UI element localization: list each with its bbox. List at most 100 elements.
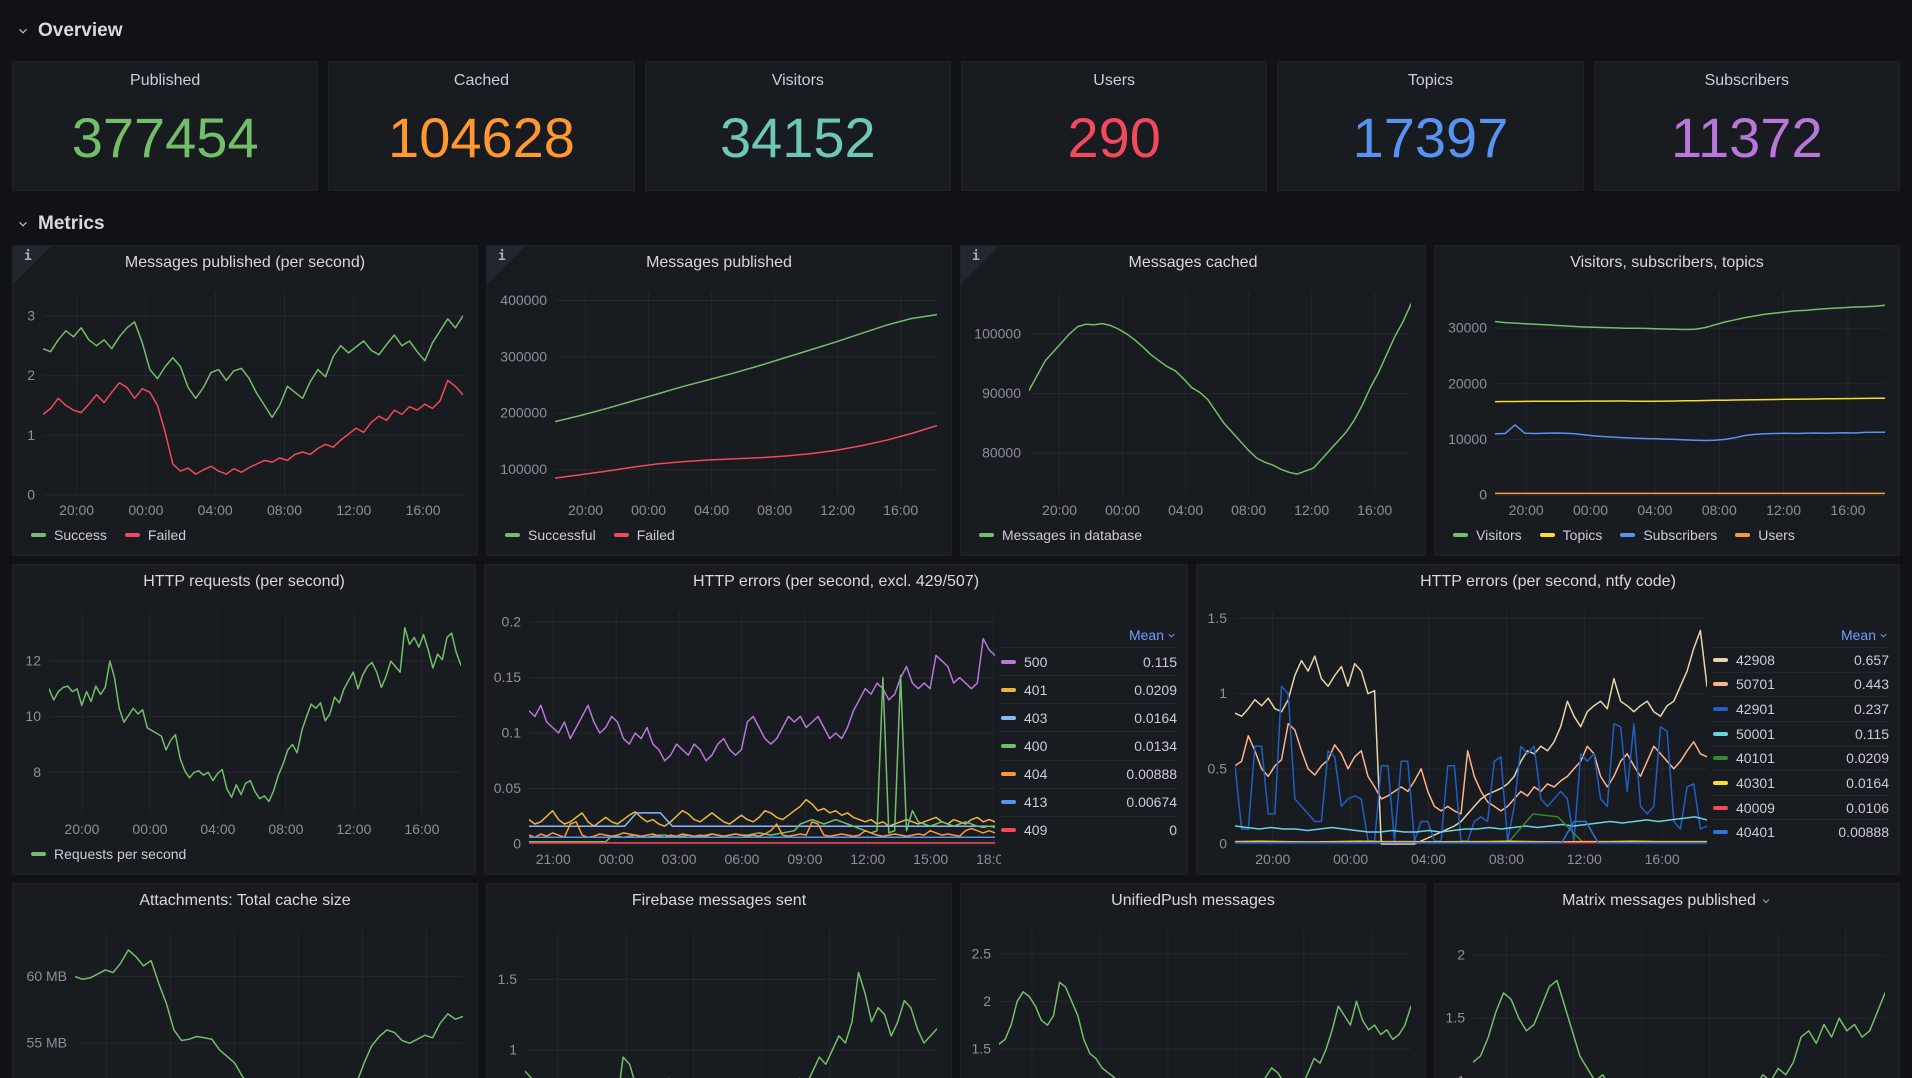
svg-text:20:00: 20:00 (1042, 502, 1077, 518)
legend-item[interactable]: Failed (613, 527, 675, 543)
chart-plot: 80000 90000 100000 20:00 00:00 04:00 08:00 12:0… (961, 280, 1425, 525)
legend-item-label: Subscribers (1643, 527, 1718, 543)
panel-http-errors-excl: HTTP errors (per second, excl. 429/507) 0… (484, 564, 1189, 875)
legend-table-row[interactable]: 409 0 (1001, 815, 1178, 844)
svg-text:3: 3 (27, 307, 35, 323)
legend-mean-value: 0.0164 (1846, 774, 1889, 791)
legend-table-row[interactable]: 500 0.115 (1001, 647, 1178, 675)
legend-series-label: 50001 (1736, 725, 1775, 742)
svg-text:80000: 80000 (982, 445, 1021, 461)
legend-table-row[interactable]: 42908 0.657 (1713, 647, 1889, 672)
legend-table-row[interactable]: 403 0.0164 (1001, 703, 1178, 731)
panel-title[interactable]: HTTP errors (per second, excl. 429/507) (485, 565, 1187, 599)
legend-mean-value: 0.115 (1143, 653, 1178, 670)
svg-text:09:00: 09:00 (787, 851, 822, 867)
legend-item[interactable]: Success (31, 527, 107, 543)
legend-table-row[interactable]: 413 0.00674 (1001, 787, 1178, 816)
svg-text:100000: 100000 (500, 461, 547, 477)
legend-table-row[interactable]: 40009 0.0106 (1713, 794, 1889, 820)
svg-text:2.5: 2.5 (972, 945, 992, 961)
legend-series-label: 40401 (1736, 824, 1775, 841)
stat-title[interactable]: Subscribers (1704, 72, 1790, 89)
legend-table-row[interactable]: 40101 0.0209 (1713, 745, 1889, 771)
legend-item[interactable]: Users (1735, 527, 1795, 543)
chart-canvas: 0 0.05 0.1 0.15 0.2 21:00 00:00 03:00 06:00 09:00… (494, 611, 1001, 867)
legend-series-label: 42908 (1736, 651, 1775, 668)
legend-table-row[interactable]: 40301 0.0164 (1713, 770, 1889, 795)
info-icon: i (972, 249, 980, 264)
stat-title[interactable]: Cached (453, 72, 510, 89)
legend-mean-value: 0.237 (1853, 701, 1889, 718)
legend-item-label: Users (1758, 527, 1795, 543)
legend-mean-value: 0.00674 (1126, 794, 1178, 811)
legend-item[interactable]: Requests per second (31, 846, 186, 862)
legend-swatch (1001, 772, 1017, 777)
svg-text:12:00: 12:00 (820, 502, 855, 518)
legend-item[interactable]: Successful (505, 527, 596, 543)
panel-title[interactable]: Messages published (per second) (13, 246, 477, 280)
panel-info-icon[interactable]: i (487, 246, 525, 284)
panel-title[interactable]: UnifiedPush messages (961, 884, 1425, 918)
legend-item[interactable]: Subscribers (1620, 527, 1717, 543)
panel-body: 100000 200000 300000 400000 20:00 00:00 04:00 0… (487, 280, 951, 525)
legend-table-row[interactable]: 40401 0.00888 (1713, 819, 1889, 844)
legend-table-row[interactable]: 42901 0.237 (1713, 696, 1889, 721)
panel-title[interactable]: Matrix messages published (1435, 884, 1899, 918)
stat-value: 290 (1067, 105, 1161, 169)
chart-legend: Visitors Topics Subscribers Users (1435, 525, 1899, 555)
svg-text:12:00: 12:00 (336, 502, 371, 518)
stat-title[interactable]: Topics (1407, 72, 1454, 89)
panel-title-text: HTTP errors (per second, excl. 429/507) (693, 573, 980, 590)
legend-mean-value: 0.443 (1853, 676, 1889, 693)
panel-title[interactable]: Attachments: Total cache size (13, 884, 477, 918)
panel-title[interactable]: Messages published (487, 246, 951, 280)
legend-item[interactable]: Failed (124, 527, 186, 543)
panel-title[interactable]: HTTP errors (per second, ntfy code) (1197, 565, 1899, 599)
chart-plot: 0 0.05 0.1 0.15 0.2 21:00 00:00 03:00 06:00 09:00… (485, 599, 1001, 874)
stat-title[interactable]: Visitors (771, 72, 824, 89)
svg-text:16:00: 16:00 (1357, 502, 1392, 518)
svg-text:08:00: 08:00 (757, 502, 792, 518)
legend-item[interactable]: Visitors (1453, 527, 1522, 543)
legend-series-label: 413 (1024, 794, 1048, 811)
legend-table-row[interactable]: 401 0.0209 (1001, 675, 1178, 703)
svg-text:00:00: 00:00 (128, 502, 163, 518)
legend-item[interactable]: Topics (1539, 527, 1602, 543)
panel-title[interactable]: Firebase messages sent (487, 884, 951, 918)
stat-title[interactable]: Published (130, 72, 201, 89)
svg-text:200000: 200000 (500, 405, 547, 421)
svg-text:1.5: 1.5 (1208, 610, 1228, 626)
legend-sort-header[interactable]: Mean (1713, 623, 1889, 647)
panel-title[interactable]: Visitors, subscribers, topics (1435, 246, 1899, 280)
panel-info-icon[interactable]: i (961, 246, 999, 284)
legend-series-label: 401 (1024, 681, 1048, 698)
svg-text:04:00: 04:00 (1411, 851, 1446, 867)
panel-title[interactable]: HTTP requests (per second) (13, 565, 475, 599)
svg-text:400000: 400000 (500, 292, 547, 308)
chart-legend: Requests per second (13, 844, 475, 874)
legend-sort-header[interactable]: Mean (1001, 623, 1177, 647)
chart-legend: Successful Failed (487, 525, 951, 555)
panel-title[interactable]: Messages cached (961, 246, 1425, 280)
panel-info-icon[interactable]: i (13, 246, 51, 284)
legend-table-row[interactable]: 50001 0.115 (1713, 720, 1889, 746)
svg-text:1: 1 (27, 427, 35, 443)
legend-table-row[interactable]: 400 0.0134 (1001, 731, 1178, 759)
panel-title-text: Messages published (646, 254, 792, 271)
legend-swatch (31, 533, 46, 537)
svg-text:00:00: 00:00 (132, 821, 167, 837)
panel-title-text: Attachments: Total cache size (139, 892, 351, 909)
svg-text:10000: 10000 (1448, 431, 1487, 447)
stat-title[interactable]: Users (1093, 72, 1136, 89)
legend-table-row[interactable]: 404 0.00888 (1001, 759, 1178, 788)
section-row-metrics[interactable]: Metrics (16, 211, 1912, 237)
panel-visitors-subscribers-topics: Visitors, subscribers, topics 0 10000 20000… (1434, 245, 1900, 556)
panel-messages-published-rate: i Messages published (per second) 0 1 2 3 20:0… (12, 245, 478, 556)
legend-series-label: 40101 (1736, 750, 1775, 767)
section-row-overview[interactable]: Overview (16, 18, 1912, 44)
legend-item[interactable]: Messages in database (979, 527, 1142, 543)
legend-table-row[interactable]: 50701 0.443 (1713, 671, 1889, 697)
